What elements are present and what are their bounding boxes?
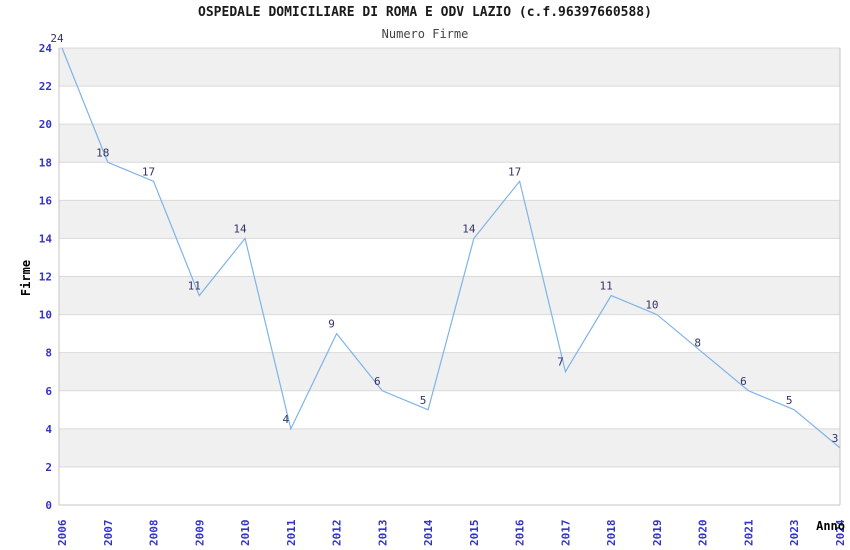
x-tick-label: 2024 [834,519,847,546]
data-point-label: 6 [740,375,747,388]
y-tick-label: 12 [39,271,52,284]
grid-band [59,124,840,163]
y-tick-label: 18 [39,156,52,169]
grid-band [59,428,840,467]
x-axis-title: Anno [816,519,845,533]
y-tick-label: 0 [45,499,52,512]
x-tick-label: 2019 [651,520,664,547]
x-tick-label: 2016 [514,519,527,546]
x-tick-label: 2009 [193,520,206,547]
y-tick-label: 22 [39,80,52,93]
data-point-label: 14 [462,222,476,235]
y-tick-label: 4 [45,423,52,436]
data-point-label: 7 [557,356,564,369]
data-point-label: 8 [694,337,701,350]
grid-band [59,200,840,239]
data-point-label: 18 [96,146,109,159]
grid-band [59,48,840,87]
y-tick-label: 10 [39,309,52,322]
data-point-label: 11 [600,280,613,293]
data-point-label: 5 [420,394,427,407]
x-tick-label: 2020 [697,520,710,547]
x-tick-label: 2012 [331,520,344,547]
data-point-label: 4 [283,413,290,426]
x-tick-label: 2010 [239,520,252,547]
y-axis-title: Firme [19,259,33,297]
data-line [61,47,841,449]
data-point-label: 14 [233,222,247,235]
grid-band [59,352,840,391]
x-tick-label: 2013 [376,520,389,547]
chart-subtitle: Numero Firme [381,27,469,41]
y-tick-label: 6 [45,385,52,398]
grid-band [59,276,840,315]
y-tick-label: 16 [39,194,53,207]
data-point-label: 10 [645,299,658,312]
x-tick-label: 2015 [468,520,481,547]
y-tick-label: 20 [39,118,52,131]
chart-title: OSPEDALE DOMICILIARE DI ROMA E ODV LAZIO… [198,5,652,20]
y-tick-label: 14 [39,232,53,245]
x-tick-label: 2017 [559,520,572,547]
x-tick-label: 2011 [285,519,298,546]
data-point-label: 6 [374,375,381,388]
y-tick-label: 2 [45,461,52,474]
x-tick-label: 2023 [788,520,801,547]
x-tick-label: 2006 [56,519,69,546]
data-point-label: 3 [832,432,839,445]
data-point-label: 5 [786,394,793,407]
x-tick-label: 2014 [422,519,435,546]
data-point-label: 17 [142,165,155,178]
data-point-label: 24 [50,32,64,45]
x-tick-label: 2007 [102,520,115,547]
x-tick-label: 2018 [605,520,618,547]
x-tick-label: 2021 [742,519,755,546]
y-tick-label: 24 [39,42,53,55]
x-tick-label: 2008 [148,520,161,547]
data-point-label: 17 [508,165,521,178]
y-tick-label: 8 [45,347,52,360]
data-point-label: 9 [328,318,335,331]
data-point-label: 11 [188,280,201,293]
